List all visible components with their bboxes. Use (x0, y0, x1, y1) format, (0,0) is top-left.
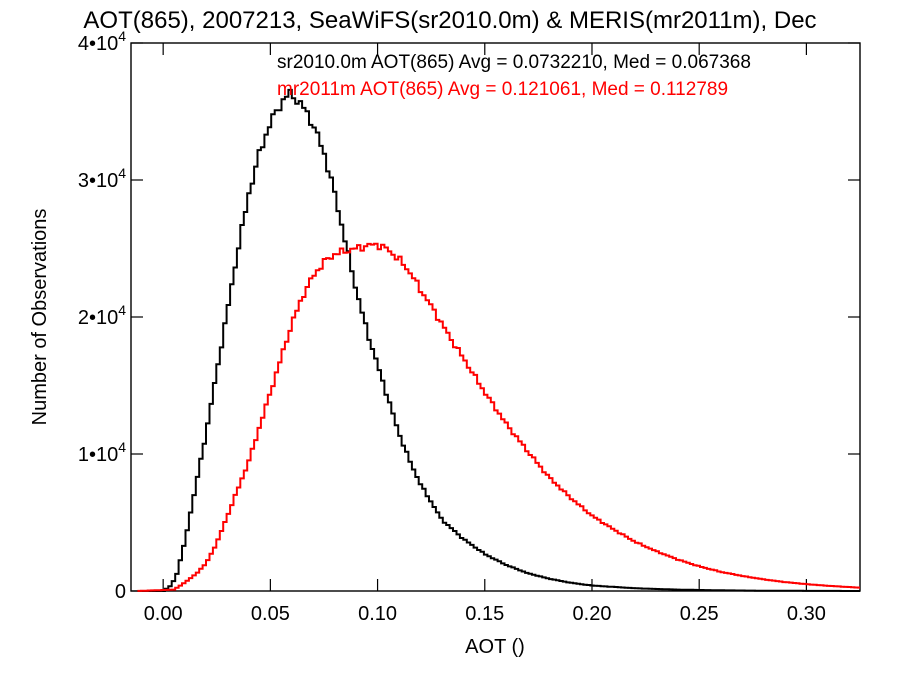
x-tick-label: 0.05 (251, 603, 290, 625)
x-tick-label: 0.30 (787, 603, 826, 625)
annotation-red: mr2011m AOT(865) Avg = 0.121061, Med = 0… (277, 79, 728, 100)
x-tick-label: 0.25 (680, 603, 719, 625)
y-tick-label: 0 (115, 581, 126, 603)
series-red (137, 242, 860, 592)
y-axis-label: Number of Observations (29, 209, 51, 426)
y-tick-label: 2•104 (78, 302, 126, 329)
chart-title: AOT(865), 2007213, SeaWiFS(sr2010.0m) & … (83, 7, 816, 34)
series-layer (137, 88, 860, 592)
x-tick-label: 0.20 (573, 603, 612, 625)
x-axis-ticks: 0.00 0.05 0.10 0.15 0.20 0.25 0.30 (144, 43, 826, 625)
x-tick-label: 0.15 (465, 603, 504, 625)
x-axis-label: AOT () (465, 636, 525, 658)
x-tick-label: 0.10 (358, 603, 397, 625)
x-tick-label: 0.00 (144, 603, 183, 625)
y-axis-ticks: 0 1•104 2•104 3•104 4•104 (78, 28, 860, 603)
y-tick-label: 3•104 (78, 165, 126, 192)
annotation-black: sr2010.0m AOT(865) Avg = 0.0732210, Med … (277, 52, 751, 73)
plot-area (130, 42, 861, 592)
series-black (137, 88, 860, 592)
y-tick-label: 1•104 (78, 439, 126, 466)
y-tick-label: 4•104 (78, 28, 126, 55)
